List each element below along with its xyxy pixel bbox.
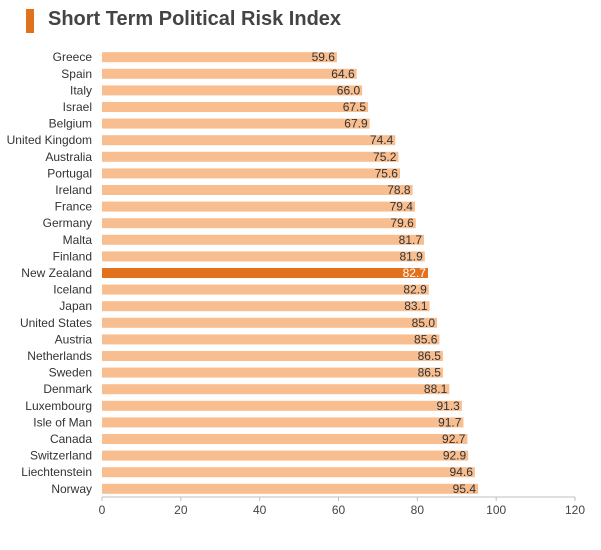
- value-label: 81.9: [399, 249, 423, 263]
- value-label: 75.6: [375, 166, 399, 180]
- x-tick-label: 80: [411, 503, 425, 517]
- bar-highlighted: [102, 268, 428, 278]
- category-label: Luxembourg: [25, 399, 92, 413]
- value-label: 85.0: [412, 316, 436, 330]
- value-label: 78.8: [387, 183, 411, 197]
- category-label: Germany: [43, 216, 92, 230]
- bar: [102, 284, 429, 295]
- category-label: Finland: [53, 249, 92, 263]
- x-tick-label: 40: [253, 503, 267, 517]
- category-label: Iceland: [53, 283, 92, 297]
- category-label: United Kingdom: [7, 133, 92, 147]
- bar: [102, 301, 430, 312]
- value-label: 66.0: [337, 83, 361, 97]
- category-label: Netherlands: [27, 349, 92, 363]
- bar: [102, 384, 450, 395]
- category-label: United States: [20, 316, 92, 330]
- value-label: 86.5: [418, 366, 442, 380]
- value-label: 81.7: [399, 233, 423, 247]
- title-accent-bar: [26, 9, 34, 33]
- category-label: Norway: [51, 482, 92, 496]
- category-label: Sweden: [49, 366, 92, 380]
- bar: [102, 85, 363, 96]
- x-tick-label: 120: [565, 503, 585, 517]
- category-label: Belgium: [49, 117, 92, 131]
- value-label: 82.9: [403, 283, 427, 297]
- category-label: Isle of Man: [33, 415, 92, 429]
- value-label: 92.7: [442, 432, 466, 446]
- bar: [102, 434, 468, 444]
- category-label: Australia: [45, 150, 92, 164]
- value-label: 83.1: [404, 299, 428, 313]
- bar: [102, 201, 415, 212]
- bar: [102, 234, 425, 245]
- value-label: 85.6: [414, 332, 438, 346]
- value-label: 64.6: [331, 67, 355, 81]
- bar: [102, 218, 416, 229]
- value-label: 79.4: [390, 200, 414, 214]
- category-label: Japan: [59, 299, 92, 313]
- value-label: 75.2: [373, 150, 397, 164]
- category-label: Portugal: [47, 166, 92, 180]
- bar: [102, 417, 464, 428]
- bar: [102, 467, 475, 478]
- value-label: 82.7: [403, 266, 427, 280]
- x-tick-label: 0: [99, 503, 106, 517]
- value-label: 59.6: [312, 50, 336, 64]
- x-tick-label: 20: [174, 503, 188, 517]
- bar: [102, 52, 337, 63]
- bar: [102, 151, 399, 162]
- x-tick-label: 60: [332, 503, 346, 517]
- bar: [102, 367, 443, 378]
- chart-title: Short Term Political Risk Index: [48, 8, 342, 30]
- category-label: Italy: [70, 83, 92, 97]
- value-label: 88.1: [424, 382, 448, 396]
- value-label: 94.6: [450, 465, 474, 479]
- value-label: 79.6: [390, 216, 414, 230]
- value-label: 86.5: [418, 349, 442, 363]
- bar: [102, 118, 370, 129]
- bar: [102, 168, 400, 179]
- bar: [102, 334, 440, 345]
- value-label: 92.9: [443, 449, 467, 463]
- category-label: Switzerland: [30, 449, 92, 463]
- value-label: 67.5: [343, 100, 367, 114]
- category-label: Malta: [63, 233, 93, 247]
- category-label: Liechtenstein: [21, 465, 92, 479]
- bar: [102, 450, 469, 461]
- category-label: Spain: [61, 67, 92, 81]
- bar: [102, 351, 443, 361]
- bar: [102, 135, 396, 146]
- category-label: Greece: [53, 50, 93, 64]
- category-label: France: [55, 200, 93, 214]
- value-label: 67.9: [344, 117, 368, 131]
- x-tick-label: 100: [486, 503, 506, 517]
- bar: [102, 400, 462, 411]
- value-label: 91.7: [438, 415, 462, 429]
- category-label: New Zealand: [21, 266, 92, 280]
- value-label: 91.3: [437, 399, 461, 413]
- category-label: Denmark: [43, 382, 93, 396]
- category-label: Canada: [50, 432, 92, 446]
- bar: [102, 317, 438, 328]
- value-label: 74.4: [370, 133, 394, 147]
- bar: [102, 185, 413, 195]
- category-label: Ireland: [55, 183, 92, 197]
- bar: [102, 251, 425, 262]
- category-label: Israel: [63, 100, 92, 114]
- bar: [102, 102, 369, 112]
- value-label: 95.4: [453, 482, 477, 496]
- bar: [102, 483, 479, 494]
- category-label: Austria: [55, 332, 93, 346]
- chart-header: Short Term Political Risk Index: [0, 0, 601, 44]
- bar: [102, 68, 357, 79]
